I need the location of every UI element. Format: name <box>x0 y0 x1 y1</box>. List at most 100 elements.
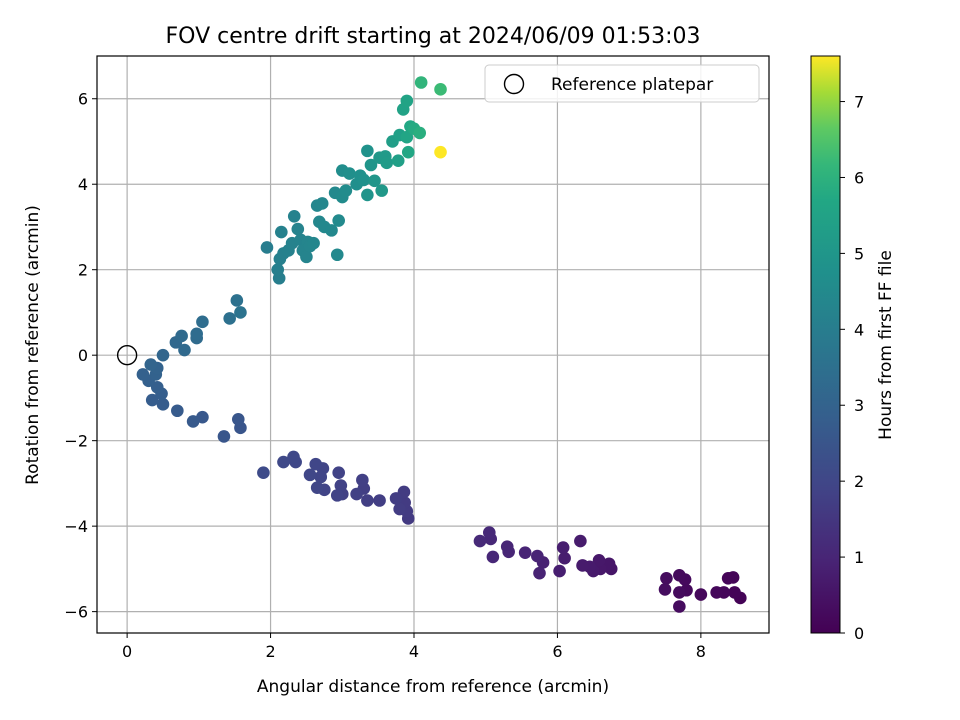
data-point <box>136 368 150 381</box>
data-point <box>473 534 487 548</box>
data-point <box>186 415 200 428</box>
data-point <box>196 315 209 329</box>
data-point <box>178 343 191 357</box>
data-point <box>291 222 305 236</box>
colorbar-tick-label: 3 <box>854 396 864 415</box>
data-point <box>558 551 571 565</box>
data-point <box>275 225 288 239</box>
data-point <box>400 130 414 144</box>
data-point <box>287 209 301 223</box>
data-point <box>334 479 348 492</box>
data-point <box>343 167 356 180</box>
data-point <box>592 554 606 567</box>
data-point <box>150 380 164 394</box>
data-point <box>364 158 378 172</box>
data-point <box>380 156 394 170</box>
data-point <box>356 473 369 487</box>
colorbar-tick-label: 6 <box>854 168 864 187</box>
colorbar-gradient <box>810 55 841 634</box>
data-point <box>315 197 329 210</box>
legend-marker-icon <box>503 73 525 95</box>
y-tick-label: 0 <box>78 346 88 365</box>
y-tick-label: −6 <box>64 603 88 622</box>
x-tick-label: 6 <box>552 642 562 661</box>
data-point <box>171 404 184 418</box>
x-axis-label: Angular distance from reference (arcmin) <box>257 677 609 697</box>
data-point <box>156 348 170 362</box>
reference-platepar-marker <box>116 344 138 366</box>
plot-frame <box>96 55 770 634</box>
colorbar-tick-label: 4 <box>854 320 864 339</box>
data-point <box>314 470 328 484</box>
y-axis-ticks: −6 −4 −2 0 2 4 6 <box>64 90 97 622</box>
data-point <box>710 586 723 599</box>
x-tick-label: 8 <box>696 642 706 661</box>
data-point <box>144 358 158 371</box>
colorbar-label: Hours from first FF file <box>876 250 896 440</box>
data-point <box>673 586 686 599</box>
data-point <box>576 559 589 572</box>
y-tick-label: −2 <box>64 432 88 451</box>
data-point <box>330 489 344 502</box>
x-tick-label: 0 <box>122 642 132 661</box>
colorbar-tick-label: 1 <box>854 548 864 567</box>
y-tick-label: 2 <box>78 261 88 280</box>
data-point <box>400 94 414 108</box>
data-point <box>330 248 344 262</box>
data-point <box>309 457 323 471</box>
data-point <box>391 154 405 168</box>
data-point <box>145 393 159 407</box>
data-point <box>413 126 427 140</box>
legend-entry: Reference platepar <box>551 75 713 95</box>
data-point <box>694 588 708 601</box>
data-point <box>271 263 285 277</box>
data-point <box>257 466 270 480</box>
data-point <box>287 450 300 464</box>
data-point <box>673 569 686 582</box>
data-point <box>660 571 673 585</box>
data-point <box>414 76 428 89</box>
data-point <box>339 184 353 197</box>
data-point <box>393 502 406 516</box>
data-point <box>156 398 170 411</box>
data-point <box>728 586 741 599</box>
data-point <box>389 492 403 505</box>
colorbar-tick-label: 2 <box>854 472 864 491</box>
colorbar: 0 1 2 3 4 5 6 7 Hours from first FF file <box>810 55 896 643</box>
data-point <box>175 329 188 343</box>
data-point <box>303 468 317 482</box>
colorbar-tick-label: 5 <box>854 244 864 263</box>
data-point <box>401 145 415 159</box>
legend: Reference platepar <box>484 64 760 103</box>
data-point <box>234 306 247 319</box>
colorbar-tick-label: 7 <box>854 93 864 112</box>
y-tick-label: −4 <box>64 517 88 536</box>
data-point <box>307 236 320 250</box>
grid-lines <box>97 56 769 633</box>
data-point <box>556 541 570 554</box>
data-point <box>482 526 496 539</box>
data-point <box>373 494 386 507</box>
data-point <box>350 487 363 501</box>
data-point <box>500 540 514 553</box>
data-point <box>486 550 500 564</box>
data-point <box>223 312 236 325</box>
data-point <box>332 214 345 227</box>
data-point <box>230 294 244 307</box>
reference-marker-layer <box>116 344 138 366</box>
data-point <box>277 455 290 469</box>
y-tick-label: 6 <box>78 90 88 109</box>
y-axis-label: Rotation from reference (arcmin) <box>23 205 43 485</box>
data-points <box>136 76 747 613</box>
data-point <box>190 327 203 341</box>
data-point <box>332 466 345 480</box>
data-point <box>361 494 374 507</box>
data-point <box>260 241 274 254</box>
data-point <box>361 188 374 202</box>
x-tick-label: 4 <box>409 642 419 661</box>
data-point <box>217 430 231 443</box>
data-point <box>357 173 371 187</box>
data-point <box>658 583 672 596</box>
colorbar-tick-label: 0 <box>854 624 864 643</box>
